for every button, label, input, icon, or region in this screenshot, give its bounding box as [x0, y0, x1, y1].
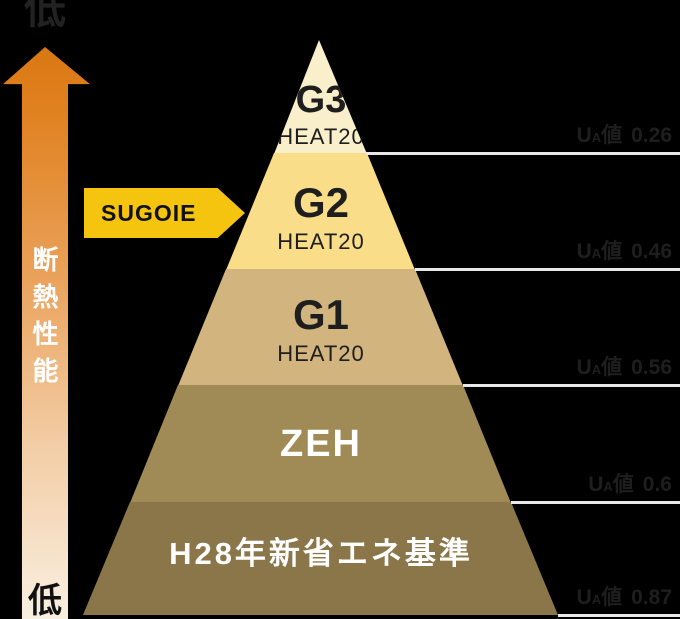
tier-label: H28年新省エネ基準	[169, 536, 473, 571]
ua-value-label: UA値 0.6	[588, 472, 672, 497]
pyramid-tier-g3: G3 HEAT20	[274, 40, 367, 154]
tier-sublabel: HEAT20	[277, 123, 365, 149]
ua-symbol-sub: A	[591, 246, 602, 261]
ua-value: 0.26	[631, 124, 672, 147]
tier-label: ZEH	[280, 423, 362, 465]
tier-label: G1	[292, 291, 350, 338]
tier-sublabel: HEAT20	[277, 229, 365, 254]
tier-label: G3	[295, 78, 347, 121]
pyramid-tier-g2: G2 HEAT20	[226, 153, 416, 270]
sugoie-tag: SUGOIE	[84, 188, 245, 238]
ua-value-label: UA値 0.26	[577, 123, 672, 148]
ua-symbol-sub: A	[591, 130, 602, 145]
ua-symbol-sub: A	[591, 592, 602, 607]
ua-connector-line	[511, 501, 680, 504]
ua-connector-line	[463, 384, 680, 387]
axis-bottom-label: 低	[28, 582, 62, 619]
ua-symbol-sub: A	[591, 362, 602, 377]
ua-symbol: U	[576, 240, 592, 263]
ua-connector-line	[558, 614, 680, 617]
ua-symbol: U	[576, 356, 592, 379]
ua-symbol: U	[576, 586, 592, 609]
ua-value: 0.56	[631, 356, 672, 379]
tier-sublabel: HEAT20	[277, 341, 365, 366]
ua-connector-line	[366, 152, 680, 155]
ua-unit: 値	[601, 124, 623, 147]
ua-value: 0.46	[631, 240, 672, 263]
ua-symbol: U	[576, 124, 592, 147]
ua-connector-line	[415, 268, 680, 271]
ua-value-label: UA値 0.56	[577, 355, 672, 380]
ua-unit: 値	[601, 356, 623, 379]
ua-value-label: UA値 0.87	[577, 585, 672, 610]
ua-unit: 値	[601, 240, 623, 263]
ua-unit: 値	[612, 473, 634, 496]
ua-value: 0.87	[631, 586, 672, 609]
ua-unit: 値	[601, 586, 623, 609]
ua-value-label: UA値 0.46	[577, 239, 672, 264]
pyramid-tier-g1: G1 HEAT20	[177, 269, 464, 386]
ua-value: 0.6	[642, 473, 672, 496]
sugoie-tag-label: SUGOIE	[101, 199, 197, 226]
pyramid: G3 HEAT20 G2 HEAT20 G1 HEAT20 ZEH H28年新省…	[82, 40, 560, 615]
axis-title: 断熱性能	[29, 246, 59, 394]
pyramid-tier-h28: H28年新省エネ基準	[82, 502, 558, 615]
ua-symbol: U	[588, 473, 604, 496]
ua-symbol-sub: A	[603, 479, 613, 494]
pyramid-tier-zeh: ZEH	[129, 385, 512, 503]
axis-top-label: 低	[24, 0, 67, 32]
tier-label: G2	[292, 179, 350, 226]
